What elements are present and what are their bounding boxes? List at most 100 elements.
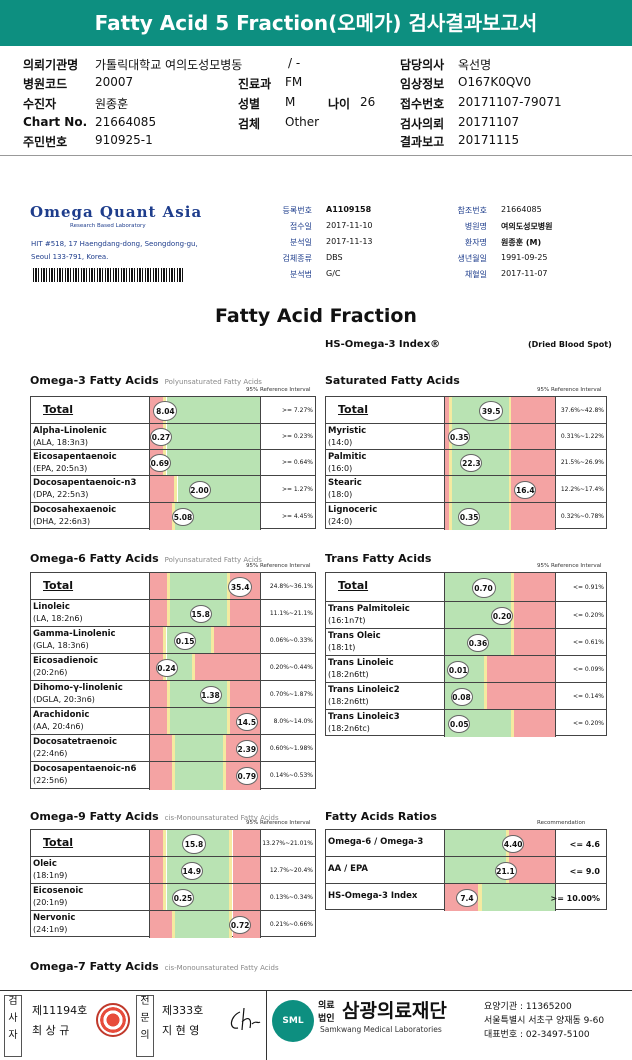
row-label: Total [338, 579, 369, 592]
row-label: Total [338, 403, 369, 416]
row-name: Stearic (18:0) [328, 478, 362, 500]
reg-key-2: 병원명 [464, 222, 487, 231]
reg-key: 분석법 [289, 270, 312, 279]
range-track: 0.36 [444, 629, 556, 655]
reference-value: 0.20%~0.44% [269, 663, 313, 671]
data-row: Oleic (18:1n9) 14.9 12.7%~20.4% [31, 857, 315, 884]
range-band [232, 830, 260, 856]
range-track: 0.20 [444, 602, 556, 628]
result-bubble: 0.35 [458, 507, 481, 526]
reg-value-2: 21664085 [501, 205, 542, 214]
range-band [169, 708, 227, 734]
range-band [511, 450, 555, 475]
reference-value: 13.27%~21.01% [262, 839, 313, 847]
row-sublabel: (18:2n6tt) [328, 670, 369, 679]
dept-label: 진료과 [238, 77, 272, 91]
range-band [229, 884, 233, 910]
range-track: 0.05 [444, 710, 556, 737]
range-track: 21.1 [444, 857, 556, 883]
data-row: Gamma-Linolenic (GLA, 18:3n6) 0.15 0.06%~0.… [31, 627, 315, 654]
chart-label: Chart No. [23, 115, 88, 129]
row-name: Gamma-Linolenic (GLA, 18:3n6) [33, 629, 116, 651]
foundation-en: Samkwang Medical Laboratories [320, 1025, 442, 1034]
inspector-v2: 사 [8, 1013, 18, 1024]
panel-o3: Total 8.04 >= 7.27% Alpha-Linolenic (ALA, 18… [30, 396, 316, 530]
result-bubble: 16.4 [514, 480, 537, 499]
row-sublabel: (18:1t) [328, 643, 356, 652]
data-row: Total 8.04 >= 7.27% [31, 397, 315, 424]
reg-key-2: 생년월일 [457, 254, 487, 263]
row-sublabel: (DGLA, 20:3n6) [33, 695, 95, 704]
range-band [150, 762, 172, 790]
range-band [222, 762, 226, 790]
range-band [163, 857, 167, 883]
range-track: 2.39 [149, 735, 261, 761]
range-track: 1.38 [149, 681, 261, 707]
data-row: Eicosenoic (20:1n9) 0.25 0.13%~0.34% [31, 884, 315, 911]
sml-logo: SML [272, 1000, 314, 1042]
sex-value: M [285, 95, 296, 109]
inst-extra: / - [288, 56, 301, 70]
range-band [229, 857, 233, 883]
reference-value: 8.0%~14.0% [273, 717, 313, 725]
row-label: Gamma-Linolenic [33, 629, 116, 639]
range-band [163, 627, 167, 653]
foundation-address: 서울특별시 서초구 양재동 9-60 [484, 1016, 605, 1026]
reg-value-2: 여의도성모병원 [501, 222, 553, 231]
reference-value: <= 0.09% [572, 665, 604, 673]
range-track: 0.01 [444, 656, 556, 682]
reg-key: 등록번호 [282, 206, 312, 215]
row-name: Alpha-Linolenic (ALA, 18:3n3) [33, 426, 107, 448]
range-track: 39.5 [444, 397, 556, 423]
reference-value: 12.7%~20.4% [269, 866, 313, 874]
reg-value-2: 원종훈 (M) [501, 238, 542, 247]
req-label: 검사의뢰 [400, 117, 445, 131]
range-band [175, 762, 223, 790]
chart-value: 21664085 [95, 115, 157, 129]
result-bubble: 0.36 [467, 633, 489, 652]
row-name: Total [338, 580, 368, 591]
row-name: Total [43, 837, 73, 848]
section-title-text: Trans Fatty Acids [325, 552, 432, 565]
range-band [227, 681, 231, 707]
lab-logo: Omega Quant Asia [30, 203, 203, 221]
section-title-text: Omega-6 Fatty Acids [30, 552, 159, 565]
row-label: Alpha-Linolenic [33, 426, 107, 436]
row-label: Arachidonic [33, 710, 90, 720]
collector-label: 수진자 [23, 97, 57, 111]
footer [0, 990, 632, 1060]
range-band [508, 397, 511, 423]
result-bubble: 0.05 [448, 714, 471, 733]
reference-value: 24.8%~36.1% [269, 582, 313, 590]
range-band [210, 627, 214, 653]
range-band [445, 503, 450, 530]
range-band [174, 476, 178, 502]
result-bubble: 15.8 [189, 604, 212, 623]
reference-value: 0.14%~0.53% [269, 772, 313, 779]
section-subtitle: cis-Monounsaturated Fatty Acids [164, 814, 279, 822]
data-row: Total 39.5 37.6%~42.8% [326, 397, 606, 424]
data-row: Dihomo-γ-linolenic (DGLA, 20:3n6) 1.38 0.70… [31, 681, 315, 708]
row-sublabel: (ALA, 18:3n3) [33, 438, 89, 447]
fraction-title: Fatty Acid Fraction [215, 305, 417, 327]
data-row: Alpha-Linolenic (ALA, 18:3n3) 0.27 >= 0.23% [31, 424, 315, 450]
row-label: Total [43, 579, 74, 592]
result-bubble: 0.70 [471, 577, 496, 598]
range-track: 22.3 [444, 450, 556, 475]
data-row: Trans Linoleic3 (18:2n6tc) 0.05 <= 0.20% [326, 710, 606, 737]
result-bubble: 5.08 [172, 507, 194, 526]
result-bubble: 14.9 [180, 861, 203, 880]
range-track: 0.70 [444, 573, 556, 601]
reg-key-2: 채혈일 [464, 270, 487, 279]
range-track: 2.00 [149, 476, 261, 502]
recv-label: 접수번호 [400, 97, 445, 111]
row-sublabel: (18:2n6tc) [328, 724, 370, 733]
row-name: Eicosenoic (20:1n9) [33, 886, 83, 908]
range-band [508, 424, 511, 449]
row-sublabel: (16:0) [328, 464, 353, 473]
reference-value: 0.13%~0.34% [269, 893, 313, 901]
row-sublabel: (DPA, 22:5n3) [33, 490, 89, 499]
range-band [511, 573, 515, 601]
result-bubble: 2.00 [188, 480, 211, 499]
range-track: 0.25 [149, 884, 261, 910]
